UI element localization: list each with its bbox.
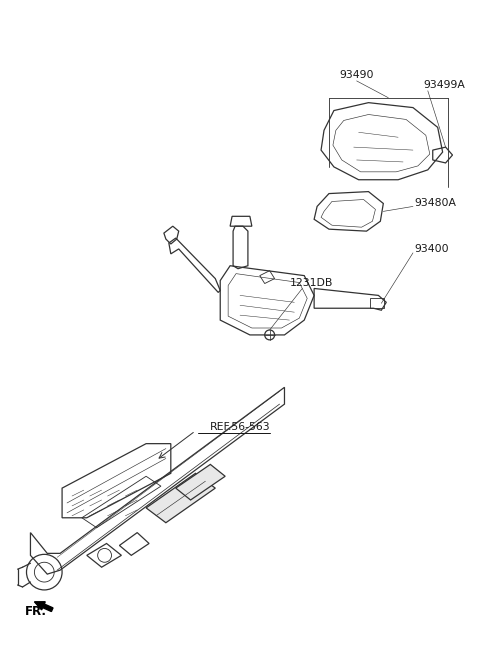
Text: 93480A: 93480A — [414, 198, 456, 208]
Polygon shape — [146, 473, 216, 523]
Bar — [371, 298, 384, 308]
Text: FR.: FR. — [24, 605, 47, 618]
Text: 93490: 93490 — [339, 70, 374, 80]
Text: 1231DB: 1231DB — [289, 277, 333, 288]
Polygon shape — [176, 464, 225, 500]
Text: 93499A: 93499A — [424, 80, 466, 90]
Text: REF.56-563: REF.56-563 — [210, 422, 271, 432]
Text: 93400: 93400 — [414, 244, 449, 254]
FancyArrow shape — [35, 602, 53, 612]
